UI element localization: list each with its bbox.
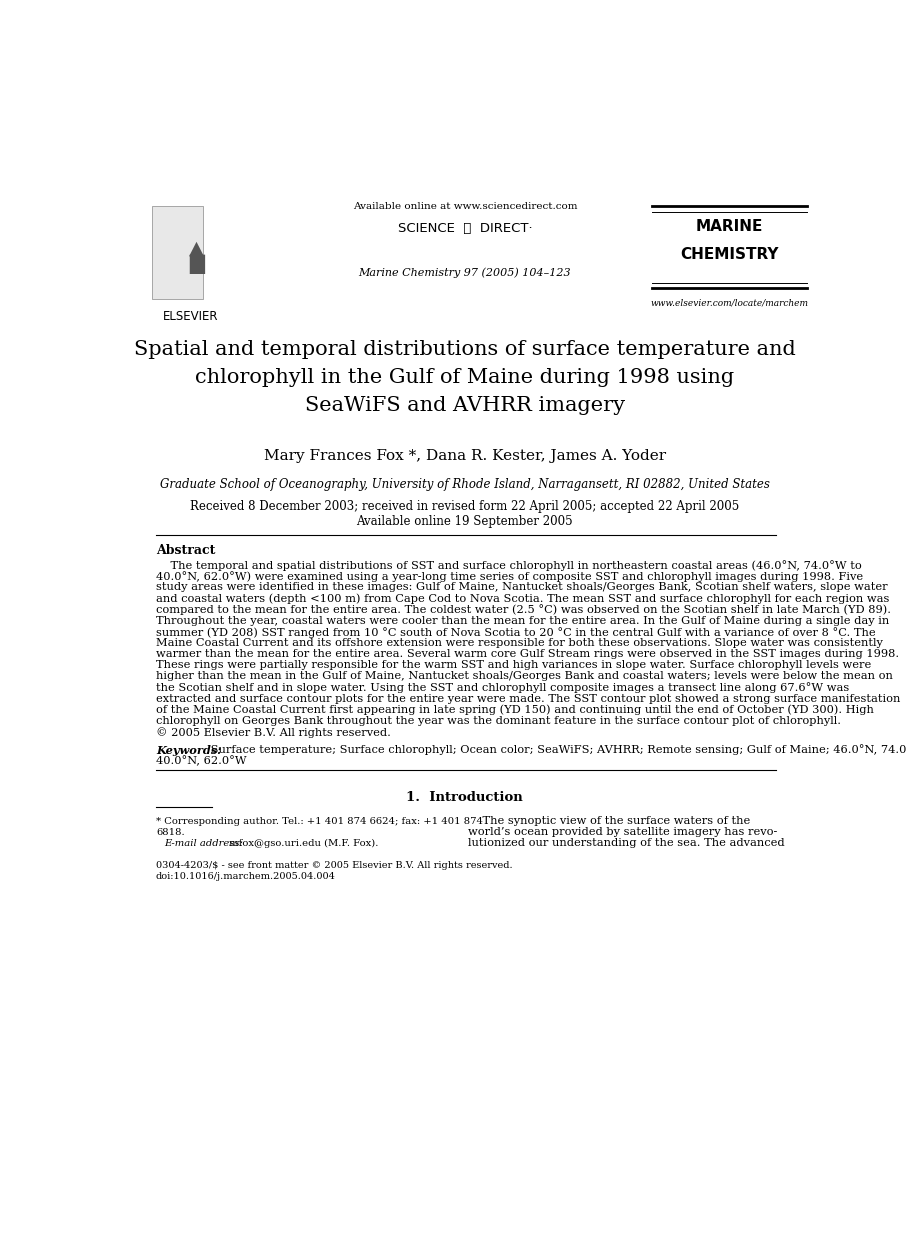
Text: Graduate School of Oceanography, University of Rhode Island, Narragansett, RI 02: Graduate School of Oceanography, Univers…: [160, 478, 770, 491]
Text: Abstract: Abstract: [156, 545, 215, 557]
Text: 40.0°N, 62.0°W: 40.0°N, 62.0°W: [156, 755, 247, 766]
Bar: [152, 207, 202, 298]
Text: © 2005 Elsevier B.V. All rights reserved.: © 2005 Elsevier B.V. All rights reserved…: [156, 727, 391, 738]
Text: 6818.: 6818.: [156, 828, 185, 837]
Text: Maine Coastal Current and its offshore extension were responsible for both these: Maine Coastal Current and its offshore e…: [156, 638, 883, 647]
Text: summer (YD 208) SST ranged from 10 °C south of Nova Scotia to 20 °C in the centr: summer (YD 208) SST ranged from 10 °C so…: [156, 626, 875, 638]
Text: E-mail address:: E-mail address:: [164, 839, 243, 848]
Text: Available online 19 September 2005: Available online 19 September 2005: [356, 515, 573, 529]
Text: The synoptic view of the surface waters of the: The synoptic view of the surface waters …: [468, 816, 751, 826]
Text: www.elsevier.com/locate/marchem: www.elsevier.com/locate/marchem: [650, 298, 808, 308]
Text: MARINE: MARINE: [696, 219, 763, 234]
Text: 1.  Introduction: 1. Introduction: [406, 791, 523, 805]
Text: warmer than the mean for the entire area. Several warm core Gulf Stream rings we: warmer than the mean for the entire area…: [156, 649, 899, 659]
Text: Spatial and temporal distributions of surface temperature and
chlorophyll in the: Spatial and temporal distributions of su…: [134, 339, 795, 415]
Text: 0304-4203/$ - see front matter © 2005 Elsevier B.V. All rights reserved.: 0304-4203/$ - see front matter © 2005 El…: [156, 862, 512, 870]
Text: higher than the mean in the Gulf of Maine, Nantucket shoals/Georges Bank and coa: higher than the mean in the Gulf of Main…: [156, 671, 892, 681]
Text: compared to the mean for the entire area. The coldest water (2.5 °C) was observe: compared to the mean for the entire area…: [156, 604, 891, 615]
Text: 40.0°N, 62.0°W) were examined using a year-long time series of composite SST and: 40.0°N, 62.0°W) were examined using a ye…: [156, 571, 863, 582]
Text: extracted and surface contour plots for the entire year were made. The SST conto: extracted and surface contour plots for …: [156, 693, 901, 703]
Text: mfox@gso.uri.edu (M.F. Fox).: mfox@gso.uri.edu (M.F. Fox).: [226, 839, 378, 848]
Text: doi:10.1016/j.marchem.2005.04.004: doi:10.1016/j.marchem.2005.04.004: [156, 873, 336, 881]
Text: study areas were identified in these images: Gulf of Maine, Nantucket shoals/Geo: study areas were identified in these ima…: [156, 582, 888, 592]
Text: ▲
█: ▲ █: [189, 239, 204, 275]
Text: CHEMISTRY: CHEMISTRY: [680, 248, 779, 262]
Text: These rings were partially responsible for the warm SST and high variances in sl: These rings were partially responsible f…: [156, 660, 872, 670]
Text: the Scotian shelf and in slope water. Using the SST and chlorophyll composite im: the Scotian shelf and in slope water. Us…: [156, 682, 849, 693]
Text: Mary Frances Fox *, Dana R. Kester, James A. Yoder: Mary Frances Fox *, Dana R. Kester, Jame…: [264, 449, 666, 463]
Text: lutionized our understanding of the sea. The advanced: lutionized our understanding of the sea.…: [468, 838, 785, 848]
Text: of the Maine Coastal Current first appearing in late spring (YD 150) and continu: of the Maine Coastal Current first appea…: [156, 704, 873, 716]
Text: Throughout the year, coastal waters were cooler than the mean for the entire are: Throughout the year, coastal waters were…: [156, 615, 889, 625]
Text: and coastal waters (depth <100 m) from Cape Cod to Nova Scotia. The mean SST and: and coastal waters (depth <100 m) from C…: [156, 593, 890, 604]
Text: Surface temperature; Surface chlorophyll; Ocean color; SeaWiFS; AVHRR; Remote se: Surface temperature; Surface chlorophyll…: [208, 744, 907, 755]
Text: Available online at www.sciencedirect.com: Available online at www.sciencedirect.co…: [353, 203, 577, 212]
Text: * Corresponding author. Tel.: +1 401 874 6624; fax: +1 401 874: * Corresponding author. Tel.: +1 401 874…: [156, 817, 483, 826]
Text: ELSEVIER: ELSEVIER: [163, 311, 219, 323]
Text: SCIENCE  ⓐ  DIRECT·: SCIENCE ⓐ DIRECT·: [397, 222, 532, 235]
Text: Marine Chemistry 97 (2005) 104–123: Marine Chemistry 97 (2005) 104–123: [358, 267, 571, 279]
Text: Keywords:: Keywords:: [156, 744, 221, 755]
Text: chlorophyll on Georges Bank throughout the year was the dominant feature in the : chlorophyll on Georges Bank throughout t…: [156, 716, 841, 725]
Text: Received 8 December 2003; received in revised form 22 April 2005; accepted 22 Ap: Received 8 December 2003; received in re…: [190, 500, 739, 513]
Text: world’s ocean provided by satellite imagery has revo-: world’s ocean provided by satellite imag…: [468, 827, 777, 837]
Text: The temporal and spatial distributions of SST and surface chlorophyll in northea: The temporal and spatial distributions o…: [156, 560, 862, 571]
